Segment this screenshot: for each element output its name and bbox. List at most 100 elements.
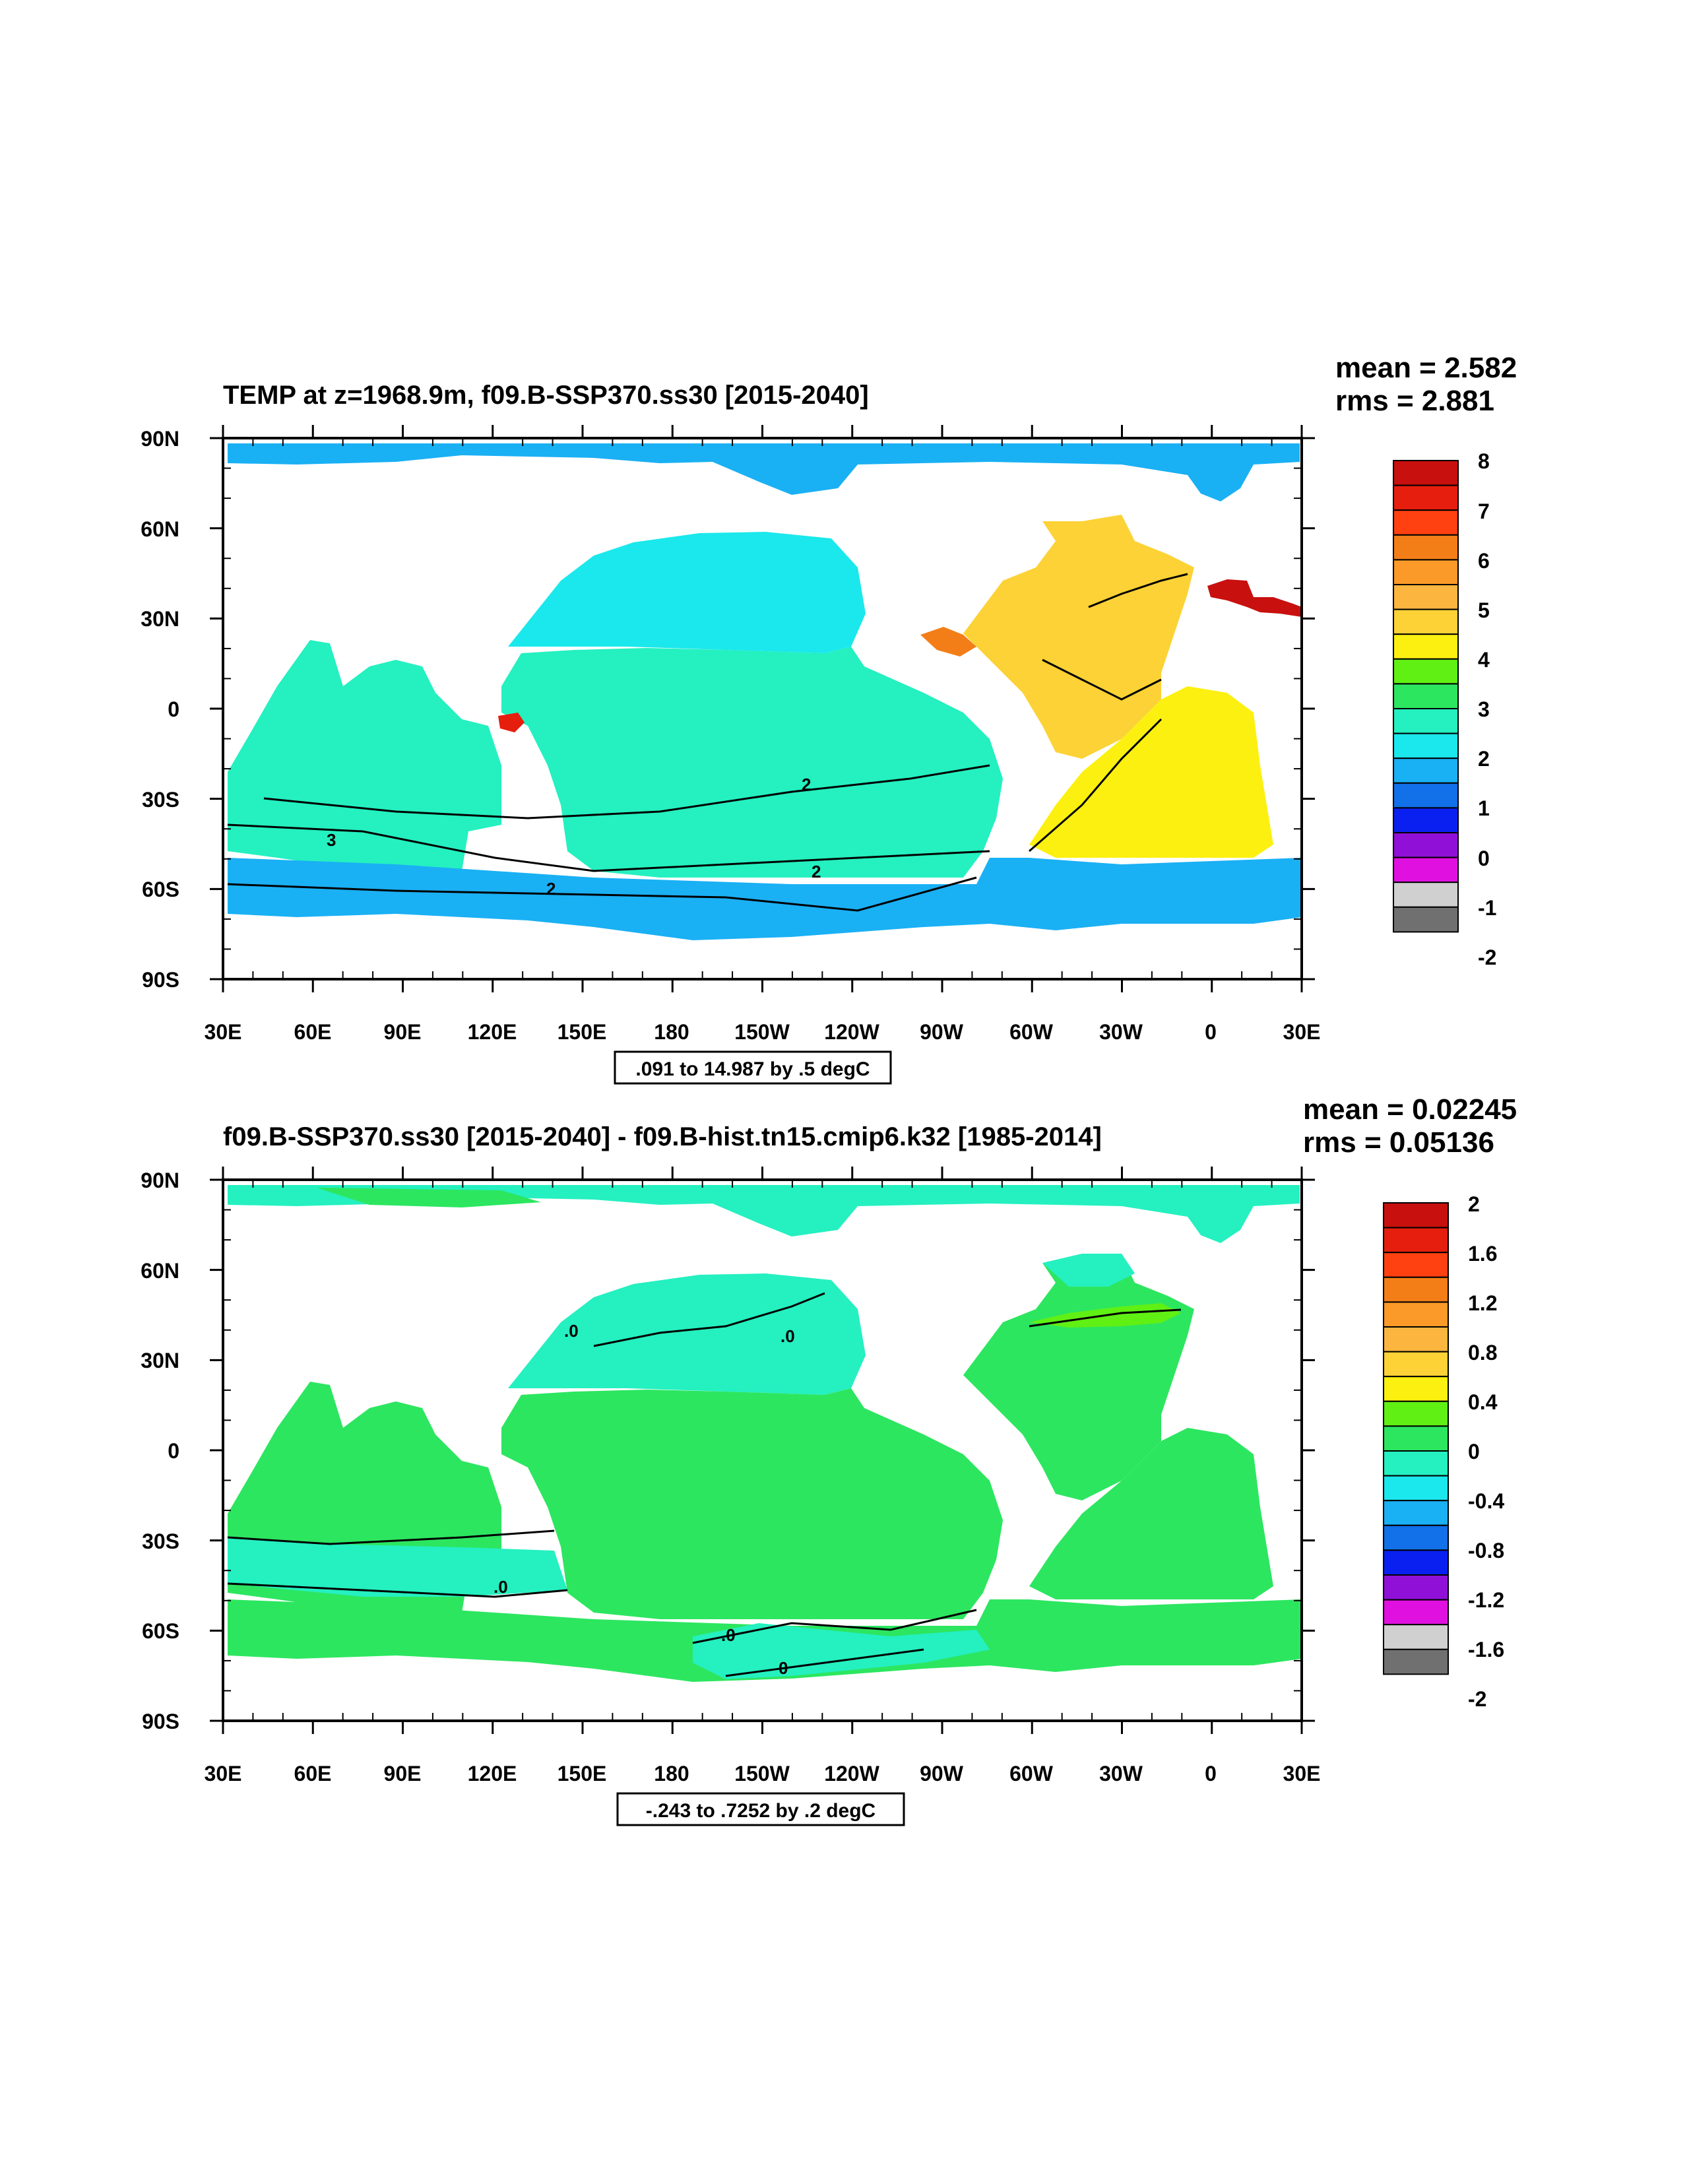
axis-ticks xyxy=(210,1167,1315,1734)
colorbar-swatch xyxy=(1393,559,1459,586)
y-tick-label: 30S xyxy=(142,788,179,812)
mean-label: mean = 0.02245 xyxy=(1303,1093,1517,1126)
colorbar-label: -0.8 xyxy=(1468,1539,1504,1562)
rms-label: rms = 2.881 xyxy=(1335,385,1494,417)
colorbar-swatch xyxy=(1383,1227,1449,1254)
colorbar-label: 1 xyxy=(1478,796,1490,820)
colorbar-label: 3 xyxy=(1478,697,1490,721)
x-tick-label: 60W xyxy=(1009,1020,1054,1044)
colorbar xyxy=(1383,1202,1449,1675)
colorbar-swatch xyxy=(1383,1425,1449,1452)
colorbar-swatch xyxy=(1383,1450,1449,1477)
colorbar-labels: 2 1.6 1.2 0.8 0.4 0 -0.4 -0.8 -1.2 -1.6 … xyxy=(1468,1192,1504,1711)
contour-label: 0 xyxy=(779,1658,788,1678)
colorbar-swatch xyxy=(1383,1202,1449,1229)
range-box xyxy=(614,1050,892,1085)
colorbar-label: -1 xyxy=(1478,896,1496,920)
colorbar-label: 2 xyxy=(1478,747,1490,771)
colorbar-swatch xyxy=(1393,584,1459,610)
y-tick-label: 90N xyxy=(141,1169,179,1192)
region-tropical-pacific xyxy=(501,647,1003,878)
colorbar-swatch xyxy=(1393,658,1459,685)
region-north-atlantic xyxy=(963,515,1194,759)
colorbar-swatch xyxy=(1393,683,1459,710)
contour-label: .0 xyxy=(494,1577,508,1597)
x-tick-label: 120E xyxy=(468,1762,517,1785)
range-info-box: .091 to 14.987 by .5 degC xyxy=(614,1050,892,1085)
colorbar-label: -1.2 xyxy=(1468,1588,1504,1612)
colorbar-swatch xyxy=(1393,534,1459,561)
x-tick-label: 120E xyxy=(468,1020,517,1044)
colorbar-swatch xyxy=(1393,708,1459,734)
range-box xyxy=(616,1792,905,1826)
colorbar-label: 0.8 xyxy=(1468,1341,1497,1365)
y-tick-label: 30S xyxy=(142,1529,179,1553)
y-tick-label: 60N xyxy=(141,517,179,541)
panel-top: TEMP at z=1968.9m, f09.B-SSP370.ss30 [20… xyxy=(141,352,1517,1085)
y-axis-labels: 90N 60N 30N 0 30S 60S 90S xyxy=(141,1169,179,1733)
x-tick-label: 150W xyxy=(734,1020,790,1044)
y-tick-label: 90S xyxy=(142,968,179,992)
x-axis-labels: 30E 60E 90E 120E 150E 180 150W 120W 90W … xyxy=(205,1020,1321,1044)
y-tick-label: 60S xyxy=(142,1619,179,1643)
x-tick-label: 150E xyxy=(558,1762,607,1785)
x-tick-label: 0 xyxy=(1205,1762,1217,1785)
x-tick-label: 30E xyxy=(205,1020,242,1044)
region-south-atlantic xyxy=(1029,1428,1273,1599)
colorbar-label: -1.6 xyxy=(1468,1638,1504,1661)
region-arctic xyxy=(228,1185,1300,1243)
x-tick-label: 60E xyxy=(294,1020,332,1044)
y-tick-label: 0 xyxy=(168,697,179,721)
colorbar-swatch xyxy=(1383,1252,1449,1278)
region-indian-ocean xyxy=(228,640,501,871)
region-southern-ocean xyxy=(228,858,1302,940)
region-north-pacific xyxy=(508,1273,866,1395)
x-tick-label: 90E xyxy=(384,1762,422,1785)
colorbar-swatch xyxy=(1393,832,1459,858)
axis-ticks xyxy=(210,425,1315,992)
x-tick-label: 90E xyxy=(384,1020,422,1044)
colorbar-swatch xyxy=(1393,484,1459,511)
colorbar-label: 0 xyxy=(1478,847,1490,870)
colorbar-label: 8 xyxy=(1478,449,1490,473)
colorbar-swatch xyxy=(1383,1326,1449,1353)
contour-label: 3 xyxy=(327,830,336,850)
colorbar-swatch xyxy=(1393,856,1459,883)
colorbar-label: 1.6 xyxy=(1468,1242,1497,1266)
range-label: .091 to 14.987 by .5 degC xyxy=(635,1058,870,1080)
colorbar-swatch xyxy=(1383,1351,1449,1378)
x-axis-labels: 30E 60E 90E 120E 150E 180 150W 120W 90W … xyxy=(205,1762,1321,1785)
contour-label: .0 xyxy=(781,1326,795,1346)
region-arctic xyxy=(228,443,1300,501)
range-label: -.243 to .7252 by .2 degC xyxy=(646,1800,876,1822)
x-tick-label: 0 xyxy=(1205,1020,1217,1044)
x-tick-label: 30W xyxy=(1099,1762,1143,1785)
colorbar xyxy=(1393,460,1459,933)
contour-label: 2 xyxy=(812,862,821,882)
colorbar-swatch xyxy=(1383,1549,1449,1576)
x-tick-label: 90W xyxy=(920,1762,964,1785)
y-tick-label: 0 xyxy=(168,1439,179,1463)
contour-label: .0 xyxy=(721,1625,736,1645)
contour-lines xyxy=(227,573,1188,912)
colorbar-swatch xyxy=(1383,1400,1449,1427)
y-tick-label: 60S xyxy=(142,878,179,901)
colorbar-label: 6 xyxy=(1478,549,1490,573)
contour-label: 2 xyxy=(802,775,811,794)
colorbar-labels: 8 7 6 5 4 3 2 1 0 -1 -2 xyxy=(1478,449,1496,969)
y-tick-label: 90N xyxy=(141,427,179,451)
y-tick-label: 60N xyxy=(141,1259,179,1283)
region-red-sea xyxy=(498,713,525,732)
colorbar-swatch xyxy=(1393,509,1459,536)
x-tick-label: 30E xyxy=(1283,1020,1321,1044)
colorbar-swatch xyxy=(1383,1624,1449,1650)
x-tick-label: 120W xyxy=(824,1020,879,1044)
colorbar-swatch xyxy=(1393,633,1459,660)
range-info-box: -.243 to .7252 by .2 degC xyxy=(616,1792,905,1826)
y-tick-label: 90S xyxy=(142,1710,179,1733)
colorbar-swatch xyxy=(1383,1648,1449,1675)
colorbar-swatch xyxy=(1393,906,1459,933)
colorbar-swatch xyxy=(1383,1574,1449,1601)
colorbar-swatch xyxy=(1393,782,1459,809)
